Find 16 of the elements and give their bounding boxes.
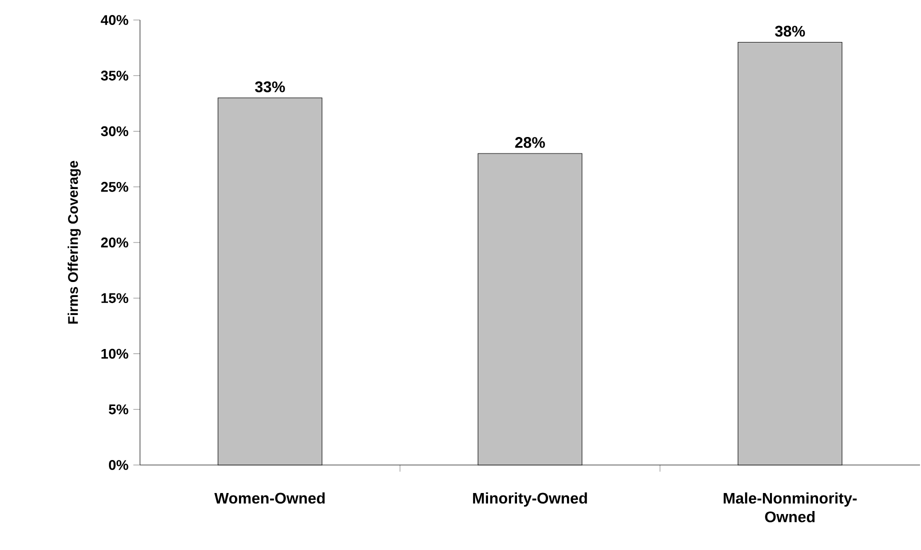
data-label: 38% bbox=[775, 26, 805, 37]
y-tick-label: 30% bbox=[100, 126, 128, 136]
y-tick-label: 5% bbox=[108, 404, 128, 414]
data-label: 28% bbox=[515, 137, 545, 148]
x-tick-label: Minority-Owned bbox=[473, 492, 587, 507]
y-tick-label: 25% bbox=[101, 182, 128, 192]
data-label: 33% bbox=[255, 81, 285, 92]
y-tick-label: 35% bbox=[100, 70, 128, 81]
y-tick-label: 15% bbox=[101, 293, 128, 304]
y-tick-label: 20% bbox=[101, 238, 128, 248]
y-tick-label: 10% bbox=[101, 348, 128, 359]
y-axis-title: Firms Offering Coverage bbox=[68, 160, 81, 324]
x-tick-label: Women-Owned bbox=[214, 492, 325, 504]
x-tick-label: Male-Nonminority-Owned bbox=[724, 492, 857, 522]
y-tick-label: 0% bbox=[108, 460, 128, 470]
y-tick-label: 40% bbox=[100, 15, 128, 25]
